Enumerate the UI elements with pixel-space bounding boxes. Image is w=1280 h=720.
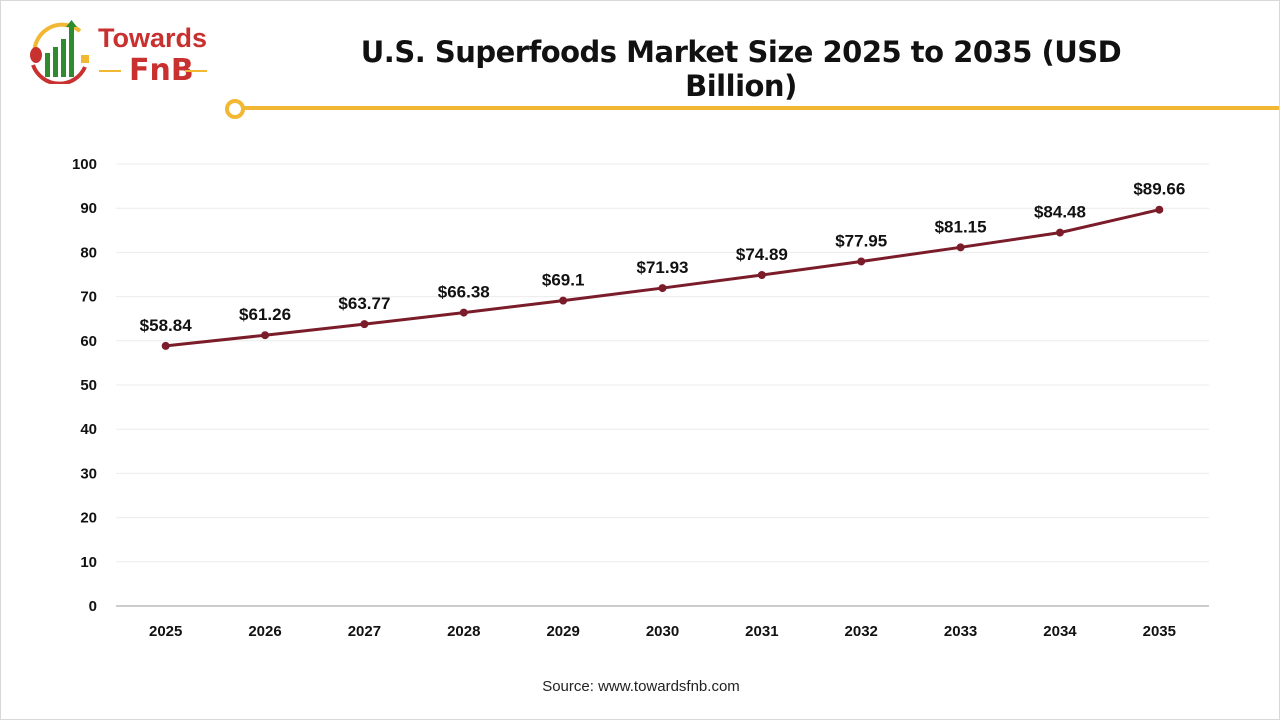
logo-divider [99, 70, 121, 72]
source-note: Source: www.towardsfnb.com [542, 678, 740, 695]
data-label: $84.48 [1034, 203, 1086, 222]
data-point [757, 270, 766, 279]
chart-title: U.S. Superfoods Market Size 2025 to 2035… [360, 35, 1122, 103]
x-tick-label: 2034 [1043, 623, 1077, 640]
y-tick-label: 80 [80, 244, 97, 261]
data-point [1055, 228, 1064, 237]
y-tick-label: 70 [80, 289, 97, 306]
y-tick-label: 20 [80, 510, 97, 527]
data-point [956, 243, 965, 252]
x-tick-label: 2025 [149, 623, 182, 640]
logo-text: Towards [98, 23, 208, 53]
x-tick-label: 2035 [1143, 623, 1176, 640]
y-tick-label: 100 [72, 156, 97, 173]
logo-icon [30, 20, 89, 84]
data-label: $81.15 [935, 217, 987, 236]
data-point [857, 257, 866, 266]
data-label: $63.77 [338, 294, 390, 313]
data-label: $66.38 [438, 283, 490, 302]
x-tick-label: 2026 [248, 623, 281, 640]
x-tick-label: 2028 [447, 623, 480, 640]
y-tick-label: 30 [80, 465, 97, 482]
x-tick-label: 2032 [845, 623, 878, 640]
x-tick-label: 2029 [546, 623, 579, 640]
x-tick-label: 2031 [745, 623, 778, 640]
data-point [1155, 205, 1164, 214]
data-point [559, 296, 568, 305]
data-label: $74.89 [736, 245, 788, 264]
data-point [360, 320, 369, 329]
data-point [261, 331, 270, 340]
x-tick-label: 2030 [646, 623, 679, 640]
series-line [165, 208, 1160, 348]
data-label: $69.1 [542, 271, 585, 290]
data-point [459, 308, 468, 317]
x-tick-label: 2033 [944, 623, 977, 640]
x-tick-label: 2027 [348, 623, 381, 640]
y-tick-label: 60 [80, 333, 97, 350]
accent-circle [225, 99, 245, 119]
data-label: $77.95 [835, 231, 887, 250]
y-tick-label: 10 [80, 554, 97, 571]
data-label: $71.93 [637, 258, 689, 277]
data-label: $89.66 [1133, 180, 1185, 199]
data-point [658, 284, 667, 293]
y-tick-label: 50 [80, 377, 97, 394]
data-point [161, 341, 170, 350]
y-tick-label: 90 [80, 200, 97, 217]
logo-text: FnB [129, 53, 194, 88]
data-label: $58.84 [140, 316, 193, 335]
logo-divider [185, 70, 207, 72]
accent-line [244, 106, 1279, 110]
y-tick-label: 40 [80, 421, 97, 438]
data-label: $61.26 [239, 305, 291, 324]
y-tick-label: 0 [89, 598, 97, 615]
